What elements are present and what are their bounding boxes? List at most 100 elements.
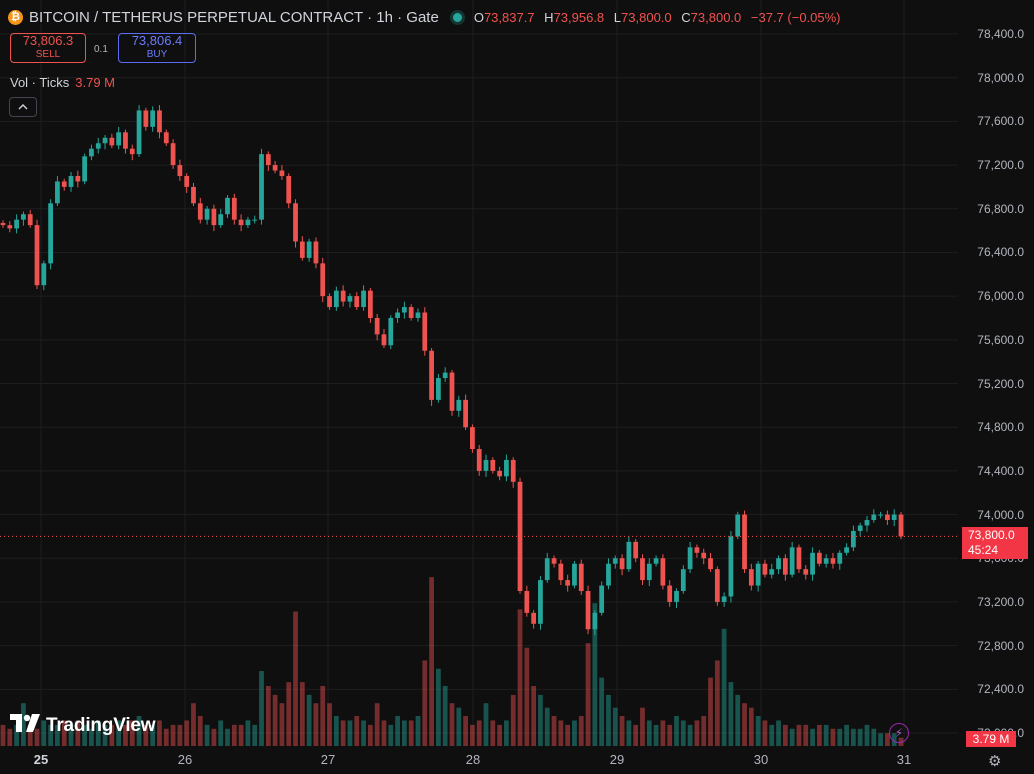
candle-body xyxy=(755,563,761,586)
candle xyxy=(898,511,904,540)
candle xyxy=(456,395,462,417)
candle xyxy=(367,287,373,323)
candle xyxy=(123,129,128,154)
chevron-up-icon xyxy=(18,104,28,110)
open-key: O xyxy=(473,9,484,25)
candle-body xyxy=(850,530,856,548)
volume-bar xyxy=(504,720,509,746)
candle xyxy=(204,206,210,225)
chart-header: ₿ BITCOIN / TETHERUS PERPETUAL CONTRACT … xyxy=(8,6,841,28)
symbol-title[interactable]: BITCOIN / TETHERUS PERPETUAL CONTRACT · … xyxy=(29,8,439,26)
price-tick-label: 74,000.0 xyxy=(977,507,1024,522)
candle-body xyxy=(367,290,373,318)
candle xyxy=(306,238,312,262)
volume-bar xyxy=(34,728,40,746)
volume-bar xyxy=(293,611,298,746)
bar-countdown: 45:24 xyxy=(968,543,999,558)
price-tick-label: 78,000.0 xyxy=(977,70,1024,85)
candle xyxy=(721,592,727,607)
candle-body xyxy=(225,197,230,215)
candle xyxy=(517,477,523,594)
candle-body xyxy=(252,219,258,221)
price-tick-label: 72,800.0 xyxy=(977,638,1024,653)
volume-bar xyxy=(619,716,625,746)
candle xyxy=(408,304,414,321)
candle xyxy=(850,525,856,552)
candle xyxy=(667,580,673,607)
volume-bar xyxy=(871,728,877,746)
candle-body xyxy=(129,148,135,155)
volume-bar xyxy=(531,686,537,746)
volume-bar xyxy=(633,724,639,746)
tradingview-logo[interactable]: TradingView xyxy=(10,714,156,738)
candle-body xyxy=(157,110,162,133)
candle-body xyxy=(558,563,564,581)
candle xyxy=(170,139,176,169)
candle xyxy=(415,308,421,322)
time-tick-label: 28 xyxy=(465,752,481,767)
volume-bar xyxy=(667,724,673,746)
candle xyxy=(769,563,775,579)
volume-bar xyxy=(320,686,326,746)
candle-body xyxy=(769,569,775,575)
candle-body xyxy=(408,307,414,318)
volume-bar xyxy=(204,724,210,746)
candle-body xyxy=(762,563,768,575)
candle xyxy=(313,237,319,269)
candle-body xyxy=(7,225,13,229)
candle-body xyxy=(463,399,468,428)
candle-body xyxy=(0,222,6,226)
candle xyxy=(136,105,142,157)
volume-bar xyxy=(599,677,605,746)
candle-body xyxy=(891,514,897,521)
volume-bar xyxy=(701,716,707,746)
lightning-icon[interactable]: ⚡ xyxy=(889,723,909,743)
candle-body xyxy=(449,372,455,411)
candle xyxy=(299,236,305,261)
candle-body xyxy=(61,181,67,187)
candle-body xyxy=(871,514,877,521)
candle xyxy=(61,178,67,191)
candle xyxy=(21,211,26,226)
price-tick-label: 72,400.0 xyxy=(977,682,1024,697)
volume-bar xyxy=(728,682,734,746)
volume-bar xyxy=(95,720,101,746)
volume-legend-value: 3.79 M xyxy=(75,75,115,90)
candle xyxy=(660,554,666,590)
collapse-legend-button[interactable] xyxy=(9,97,37,117)
candle xyxy=(102,135,108,150)
candle xyxy=(687,541,693,573)
volume-legend[interactable]: Vol · Ticks 3.79 M xyxy=(10,75,115,90)
volume-bar xyxy=(558,720,564,746)
time-tick-label: 29 xyxy=(609,752,625,767)
candle-body xyxy=(776,558,781,570)
candle-body xyxy=(150,110,156,127)
gear-icon[interactable]: ⚙ xyxy=(988,753,1002,770)
candle-body xyxy=(279,170,285,176)
volume-bar xyxy=(61,720,67,746)
candle-body xyxy=(27,214,33,226)
volume-bar xyxy=(361,720,366,746)
candle xyxy=(470,424,475,453)
candle-body xyxy=(592,612,598,630)
buy-button[interactable]: 73,806.4 BUY xyxy=(118,33,196,63)
candle xyxy=(789,541,795,578)
candle xyxy=(885,510,890,525)
candle-body xyxy=(116,132,122,146)
sell-button[interactable]: 73,806.3 SELL xyxy=(10,33,86,63)
volume-bar xyxy=(640,707,645,746)
candlesticks xyxy=(0,105,904,636)
candle-body xyxy=(714,569,720,602)
candle-body xyxy=(340,290,346,302)
volume-bar xyxy=(48,724,54,746)
spread-value: 0.1 xyxy=(94,44,108,55)
candle-body xyxy=(388,317,394,346)
candle xyxy=(272,161,278,174)
candle xyxy=(218,208,224,228)
candle-body xyxy=(211,208,217,226)
volume-bar xyxy=(422,660,428,746)
candle-body xyxy=(531,612,537,624)
candle-body xyxy=(524,591,530,613)
candle-body xyxy=(878,514,883,516)
